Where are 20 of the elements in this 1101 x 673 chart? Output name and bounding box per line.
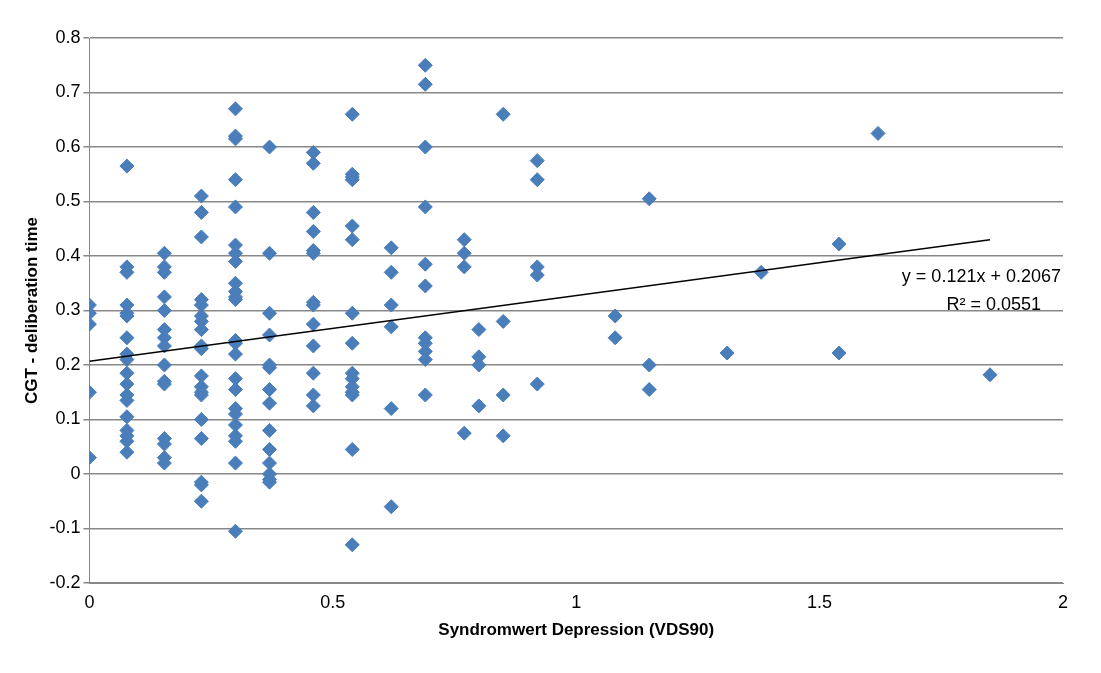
annotation: R² = 0.0551 bbox=[946, 293, 1041, 314]
x-tick-label: 0.5 bbox=[320, 591, 346, 612]
y-tick-label: 0.3 bbox=[55, 299, 81, 320]
x-tick-label: 1.5 bbox=[807, 591, 833, 612]
y-tick-label: -0.1 bbox=[49, 517, 81, 538]
x-tick-label: 0 bbox=[84, 591, 95, 612]
y-tick-label: -0.2 bbox=[49, 571, 81, 592]
y-tick-label: 0.1 bbox=[55, 408, 81, 429]
y-axis-title: CGT - deliberation time bbox=[21, 216, 41, 405]
y-tick-label: 0.8 bbox=[55, 26, 81, 47]
y-tick-label: 0.6 bbox=[55, 135, 81, 156]
y-tick-label: 0 bbox=[70, 462, 81, 483]
y-tick-label: 0.2 bbox=[55, 353, 81, 374]
x-tick-label: 1 bbox=[571, 591, 582, 612]
y-tick-label: 0.7 bbox=[55, 81, 81, 102]
x-axis-title: Syndromwert Depression (VDS90) bbox=[438, 620, 715, 640]
y-tick-label: 0.5 bbox=[55, 190, 81, 211]
x-tick-label: 2 bbox=[1057, 591, 1069, 612]
annotation: y = 0.121x + 0.2067 bbox=[901, 265, 1061, 286]
y-tick-label: 0.4 bbox=[55, 244, 81, 265]
